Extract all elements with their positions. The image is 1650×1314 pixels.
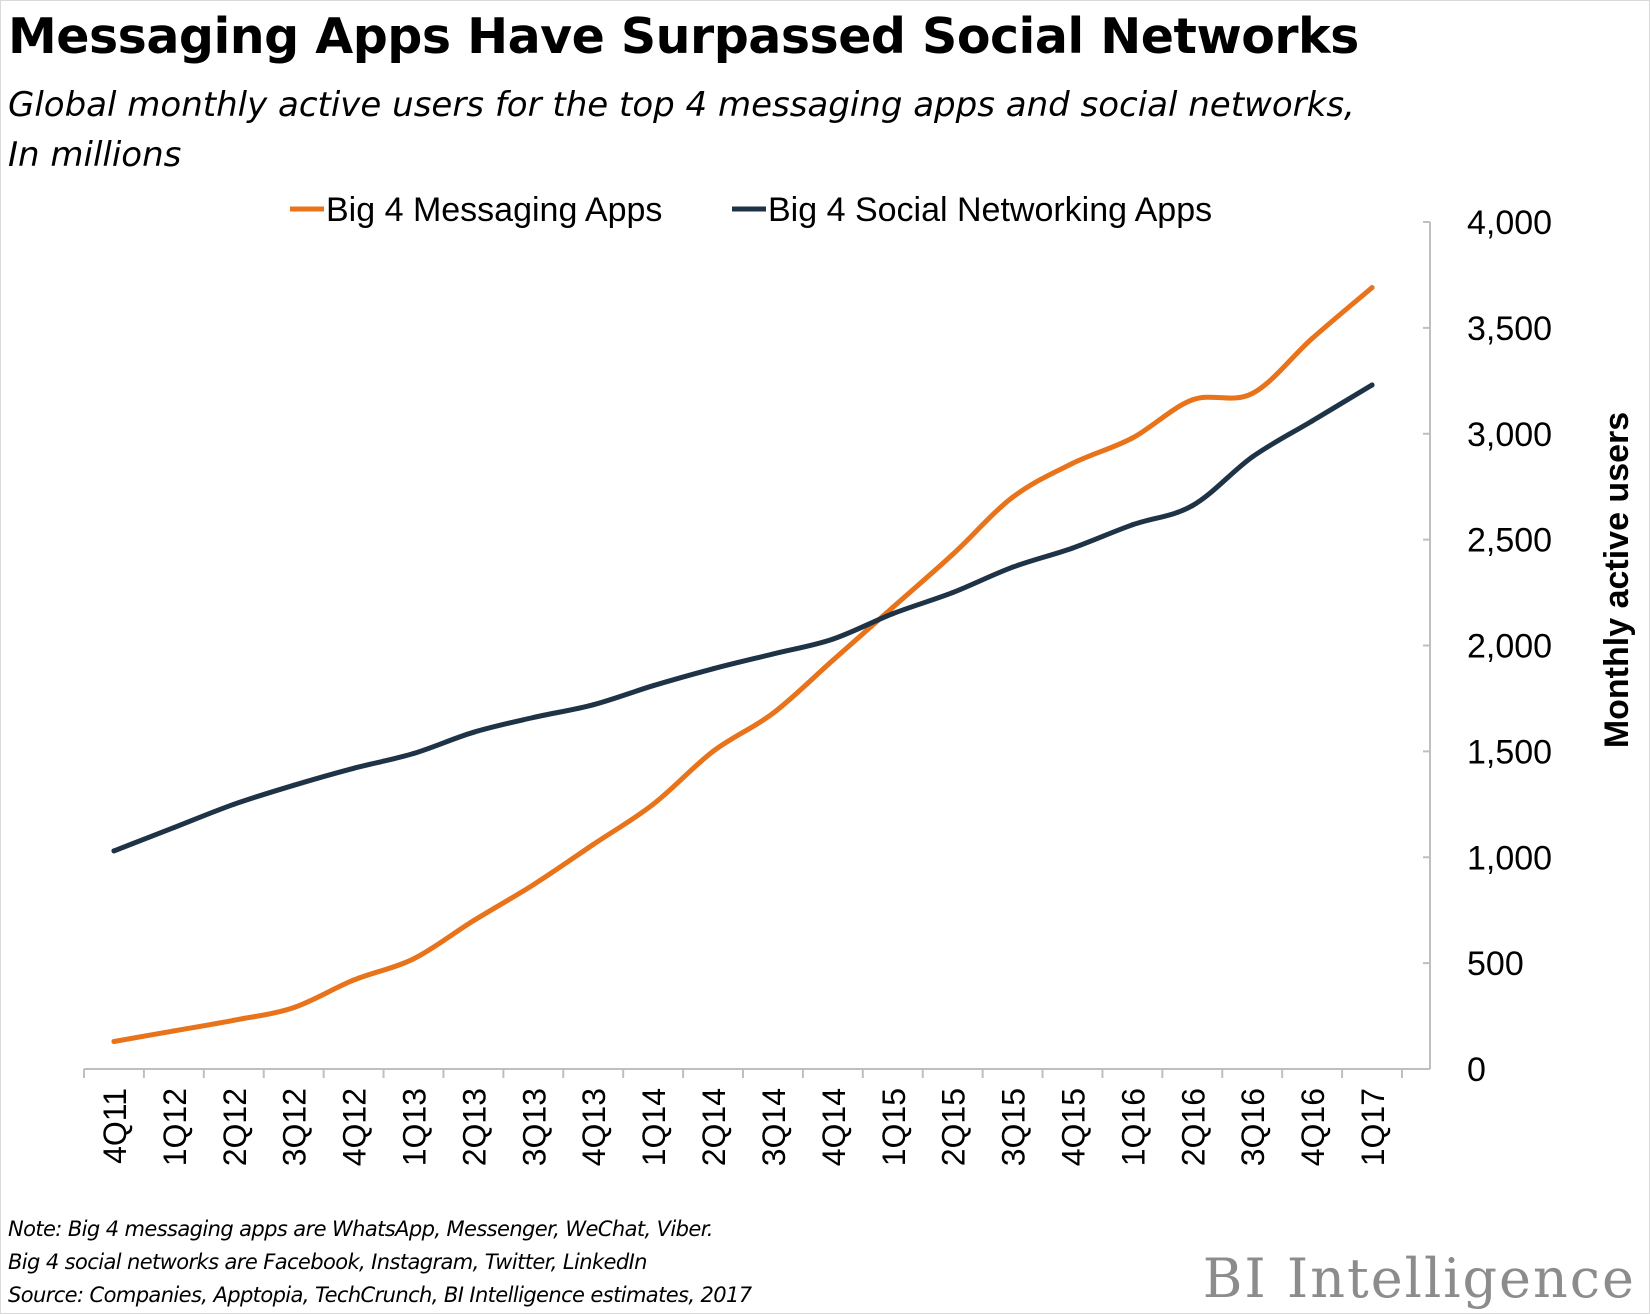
x-tick-label: 2Q13 <box>456 1088 492 1166</box>
data-point-1 <box>231 801 237 807</box>
legend-label-1: Big 4 Social Networking Apps <box>768 191 1212 229</box>
x-tick-label: 1Q17 <box>1355 1088 1391 1166</box>
data-point-0 <box>291 1005 297 1011</box>
data-point-0 <box>530 882 536 888</box>
data-point-1 <box>111 848 117 854</box>
x-tick-label: 3Q13 <box>516 1088 552 1166</box>
y-tick-label: 4,000 <box>1467 204 1552 242</box>
data-point-1 <box>291 782 297 788</box>
data-point-0 <box>231 1017 237 1023</box>
data-point-0 <box>1010 494 1016 500</box>
x-tick-label: 1Q15 <box>876 1088 912 1166</box>
data-point-1 <box>1070 545 1075 551</box>
data-point-0 <box>950 551 956 557</box>
y-tick-label: 0 <box>1467 1051 1486 1089</box>
x-tick-label: 2Q12 <box>217 1088 253 1166</box>
x-tick-label: 4Q16 <box>1295 1088 1331 1166</box>
data-point-1 <box>351 765 357 771</box>
y-axis-label: Monthly active users <box>1598 412 1636 748</box>
data-point-0 <box>171 1028 177 1034</box>
x-tick-label: 4Q15 <box>1056 1088 1092 1166</box>
data-point-1 <box>1129 522 1135 528</box>
y-tick-label: 1,000 <box>1467 839 1552 877</box>
data-point-0 <box>830 657 836 663</box>
data-point-0 <box>470 918 476 924</box>
x-tick-label: 4Q14 <box>816 1088 852 1166</box>
series-line-0 <box>111 285 1375 1044</box>
x-tick-label: 2Q14 <box>696 1088 732 1166</box>
data-point-0 <box>351 977 357 983</box>
data-point-0 <box>1309 335 1315 341</box>
data-point-1 <box>1189 503 1195 509</box>
y-tick-label: 500 <box>1467 945 1524 983</box>
data-point-1 <box>530 714 536 720</box>
data-point-1 <box>411 750 416 756</box>
subtitle-line-1: Global monthly active users for the top … <box>8 85 1355 125</box>
data-point-0 <box>1070 460 1075 466</box>
y-axis: 0 500 1,000 1,500 2,000 2,500 3,000 3,500 4,000 <box>1423 204 1552 1089</box>
series-layer <box>111 285 1375 1044</box>
bi-intelligence-logo: BI Intelligence <box>1202 1247 1636 1310</box>
x-tick-label: 1Q16 <box>1115 1088 1151 1166</box>
data-point-0 <box>1249 391 1255 397</box>
data-point-1 <box>950 590 956 596</box>
y-tick-label: 2,000 <box>1467 628 1552 666</box>
data-point-1 <box>830 636 836 642</box>
x-tick-label: 1Q13 <box>397 1088 433 1166</box>
x-tick-label: 3Q16 <box>1235 1088 1271 1166</box>
x-tick-label: 1Q12 <box>157 1088 193 1166</box>
data-point-1 <box>470 729 476 735</box>
x-tick-label: 1Q14 <box>636 1088 672 1166</box>
data-point-0 <box>1369 285 1375 291</box>
data-point-1 <box>650 683 656 689</box>
x-tick-label: 2Q16 <box>1175 1088 1211 1166</box>
line-chart: Big 4 Messaging Apps Big 4 Social Network… <box>83 191 1636 1166</box>
x-tick-label: 4Q12 <box>337 1088 373 1166</box>
x-tick-label: 4Q11 <box>97 1088 133 1164</box>
data-point-0 <box>650 801 656 807</box>
x-tick-label: 4Q13 <box>576 1088 612 1166</box>
data-point-1 <box>1369 382 1375 388</box>
data-point-0 <box>590 842 596 848</box>
y-tick-label: 3,500 <box>1467 310 1552 348</box>
data-point-1 <box>1309 418 1315 424</box>
data-point-0 <box>770 710 776 716</box>
data-point-1 <box>770 651 776 657</box>
data-point-1 <box>1249 454 1255 460</box>
data-point-0 <box>1189 397 1195 403</box>
x-axis: 4Q11 1Q12 2Q12 3Q12 4Q12 1Q13 2Q13 3Q13 4Q13 1Q14… <box>83 1068 1430 1166</box>
data-point-0 <box>1129 435 1135 441</box>
note-line-1: Note: Big 4 messaging apps are WhatsApp,… <box>8 1217 713 1241</box>
chart-subtitle: Global monthly active users for the top … <box>8 80 1408 180</box>
data-point-1 <box>1010 564 1016 570</box>
chart-legend: Big 4 Messaging Apps Big 4 Social Network… <box>290 191 1212 229</box>
data-point-1 <box>171 825 177 831</box>
subtitle-line-2: In millions <box>8 135 182 175</box>
x-tick-label: 3Q14 <box>756 1088 792 1166</box>
data-point-1 <box>890 611 896 617</box>
legend-label-0: Big 4 Messaging Apps <box>326 191 662 229</box>
y-tick-label: 3,000 <box>1467 416 1552 454</box>
y-tick-label: 2,500 <box>1467 522 1552 560</box>
x-tick-label: 2Q15 <box>936 1088 972 1166</box>
data-point-0 <box>890 604 896 610</box>
data-point-1 <box>590 702 596 708</box>
series-line-1 <box>111 382 1375 854</box>
data-point-1 <box>710 666 716 672</box>
chart-notes: Note: Big 4 messaging apps are WhatsApp,… <box>8 1213 752 1312</box>
source-line: Source: Companies, Apptopia, TechCrunch,… <box>8 1283 752 1307</box>
y-tick-label: 1,500 <box>1467 733 1552 771</box>
x-tick-label: 3Q15 <box>996 1088 1032 1166</box>
x-tick-label: 3Q12 <box>277 1088 313 1166</box>
data-point-0 <box>411 956 416 962</box>
chart-title: Messaging Apps Have Surpassed Social Net… <box>8 8 1359 65</box>
note-line-2: Big 4 social networks are Facebook, Inst… <box>8 1250 648 1274</box>
data-point-0 <box>710 748 716 754</box>
data-point-0 <box>111 1038 117 1044</box>
